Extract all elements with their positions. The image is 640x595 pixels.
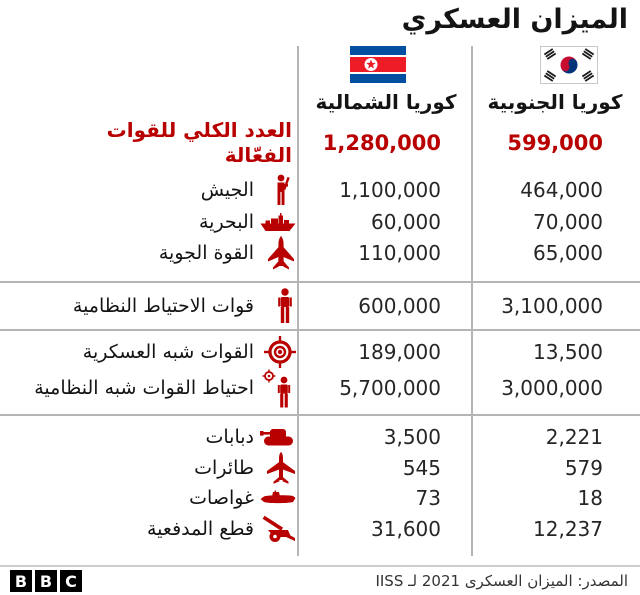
column-header-south-korea: كوريا الجنوبية bbox=[487, 90, 623, 114]
row-label: قوات الاحتياط النظامية bbox=[72, 295, 254, 317]
row-label: القوات شبه العسكرية bbox=[82, 341, 254, 363]
person-icon bbox=[256, 288, 296, 324]
section-divider bbox=[0, 281, 640, 283]
source-attribution: المصدر: الميزان العسكرى 2021 لـ IISS bbox=[375, 572, 628, 590]
row-label: القوة الجوية bbox=[158, 242, 254, 264]
warship-icon bbox=[256, 213, 296, 232]
airplane-icon bbox=[256, 452, 296, 484]
fighter-jet-icon bbox=[256, 236, 296, 270]
artillery-icon bbox=[256, 515, 296, 543]
row-label: احتياط القوات شبه النظامية bbox=[34, 377, 254, 399]
north-korea-value: 73 bbox=[415, 486, 441, 510]
row-label: دبابات bbox=[205, 426, 254, 448]
south-korea-value: 599,000 bbox=[507, 131, 603, 155]
south-korea-value: 3,000,000 bbox=[501, 376, 603, 400]
south-korea-value: 579 bbox=[564, 456, 603, 480]
south-korea-flag-icon bbox=[540, 46, 598, 84]
south-korea-value: 65,000 bbox=[533, 241, 603, 265]
soldier-icon bbox=[256, 174, 296, 206]
page-title: الميزان العسكري bbox=[401, 4, 628, 35]
north-korea-value: 600,000 bbox=[358, 294, 441, 318]
north-korea-value: 31,600 bbox=[371, 517, 441, 541]
north-korea-value: 1,280,000 bbox=[322, 131, 441, 155]
north-korea-flag-icon bbox=[350, 46, 406, 83]
column-divider bbox=[471, 46, 473, 556]
north-korea-value: 60,000 bbox=[371, 210, 441, 234]
south-korea-value: 70,000 bbox=[533, 210, 603, 234]
row-label: طائرات bbox=[194, 457, 254, 479]
tank-icon bbox=[256, 426, 296, 449]
north-korea-value: 110,000 bbox=[358, 241, 441, 265]
row-label: قطع المدفعية bbox=[146, 518, 254, 540]
row-label: البحرية bbox=[198, 211, 254, 233]
north-korea-value: 3,500 bbox=[383, 425, 441, 449]
south-korea-value: 3,100,000 bbox=[501, 294, 603, 318]
south-korea-value: 464,000 bbox=[520, 178, 603, 202]
south-korea-value: 2,221 bbox=[545, 425, 603, 449]
bbc-logo-letter: B bbox=[35, 570, 57, 592]
column-header-north-korea: كوريا الشمالية bbox=[315, 90, 457, 114]
column-divider bbox=[297, 46, 299, 556]
south-korea-value: 13,500 bbox=[533, 340, 603, 364]
north-korea-value: 1,100,000 bbox=[339, 178, 441, 202]
row-label: العدد الكلي للقوات الفعّالة bbox=[106, 118, 292, 167]
north-korea-value: 545 bbox=[402, 456, 441, 480]
bbc-logo-letter: C bbox=[60, 570, 82, 592]
target-icon bbox=[256, 336, 296, 368]
bbc-logo: B B C bbox=[10, 570, 82, 592]
south-korea-value: 12,237 bbox=[533, 517, 603, 541]
submarine-icon bbox=[256, 490, 296, 506]
south-korea-value: 18 bbox=[577, 486, 603, 510]
bbc-logo-letter: B bbox=[10, 570, 32, 592]
north-korea-value: 189,000 bbox=[358, 340, 441, 364]
section-divider bbox=[0, 414, 640, 416]
row-label: غواصات bbox=[189, 487, 254, 509]
person-target-icon bbox=[256, 368, 296, 408]
footer-rule bbox=[0, 565, 640, 567]
row-label: الجيش bbox=[200, 179, 254, 201]
section-divider bbox=[0, 329, 640, 331]
north-korea-value: 5,700,000 bbox=[339, 376, 441, 400]
